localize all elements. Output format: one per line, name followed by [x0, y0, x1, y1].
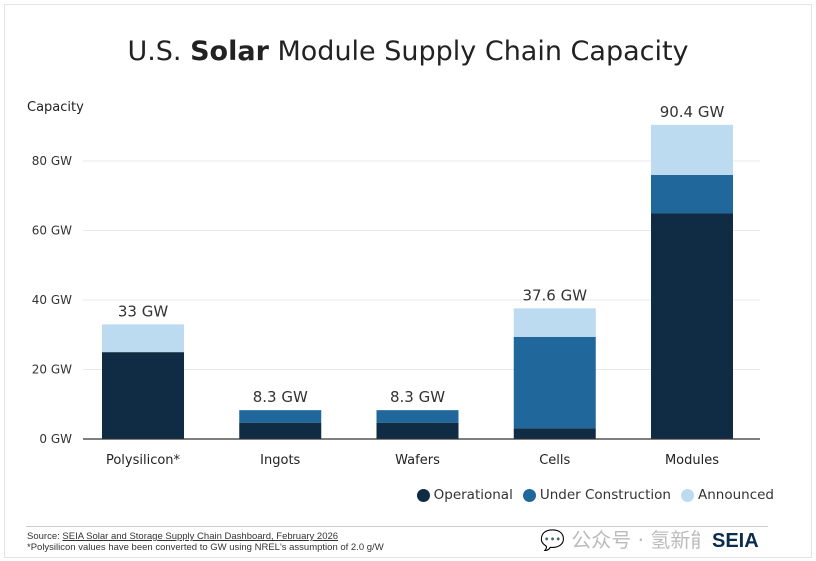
total-label: 33 GW: [118, 302, 168, 320]
x-tick-label: Wafers: [395, 453, 440, 468]
x-tick-label: Polysilicon*: [106, 453, 181, 468]
source-link[interactable]: SEIA Solar and Storage Supply Chain Dash…: [62, 531, 339, 542]
y-tick-label: 60 GW: [32, 224, 72, 238]
bar-segment-operational: [376, 422, 459, 439]
y-tick-label: 0 GW: [39, 432, 72, 446]
x-tick-label: Cells: [539, 453, 570, 468]
y-tick-label: 20 GW: [32, 363, 72, 377]
footer-divider: [26, 526, 768, 527]
y-axis-label: Capacity: [27, 100, 84, 115]
watermark: 💬 公众号 · 氢新能源: [540, 529, 700, 551]
legend-label: Operational: [433, 487, 513, 503]
total-label: 8.3 GW: [253, 388, 308, 406]
legend-label: Announced: [697, 487, 774, 503]
legend: Operational Under Construction Announced: [416, 487, 774, 503]
x-tick-label: Modules: [665, 453, 719, 468]
bar-segment-announced: [102, 324, 184, 353]
bar-segment-announced: [651, 124, 733, 175]
legend-item: Under Construction: [522, 487, 671, 503]
legend-swatch: [416, 488, 430, 502]
total-label: 8.3 GW: [390, 388, 445, 406]
y-tick-label: 80 GW: [32, 154, 72, 168]
total-label: 90.4 GW: [660, 103, 725, 121]
bar-segment-under-construction: [239, 410, 322, 423]
bar-segment-under-construction: [651, 174, 733, 214]
y-tick-label: 40 GW: [32, 293, 72, 307]
bar-segment-operational: [102, 352, 184, 439]
bar-segment-operational: [513, 428, 596, 439]
seia-logo: SEIA: [712, 530, 759, 552]
footnote: *Polysilicon values have been converted …: [27, 542, 384, 553]
chart-title: U.S. Solar Module Supply Chain Capacity: [127, 36, 689, 67]
chart-frame: [4, 4, 812, 558]
legend-item: Announced: [680, 487, 774, 503]
bar-segment-operational: [651, 213, 733, 439]
source-note: Source: SEIA Solar and Storage Supply Ch…: [27, 531, 384, 553]
legend-swatch: [522, 488, 536, 502]
legend-item: Operational: [416, 487, 513, 503]
x-tick-label: Ingots: [260, 453, 300, 468]
bar-segment-under-construction: [376, 410, 459, 423]
bar-segment-announced: [513, 308, 596, 337]
legend-swatch: [680, 488, 694, 502]
bar-segment-under-construction: [513, 336, 596, 429]
legend-label: Under Construction: [539, 487, 671, 503]
total-label: 37.6 GW: [522, 286, 587, 304]
bar-segment-operational: [239, 422, 322, 439]
